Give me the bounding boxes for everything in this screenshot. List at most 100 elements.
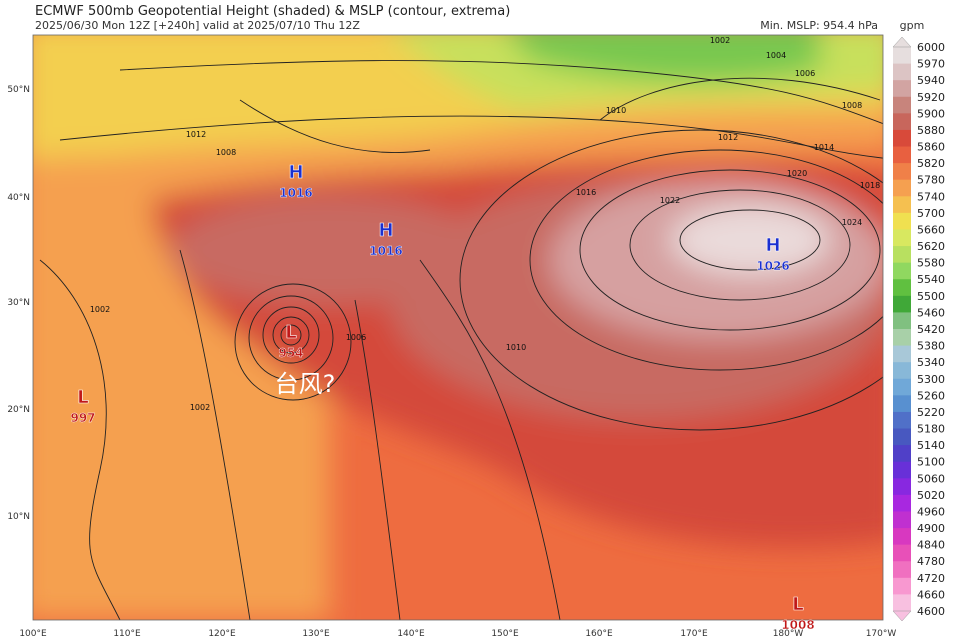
colorbar-segment [893,279,911,297]
colorbar-segment [893,577,911,595]
lon-label: 100°E [19,629,47,639]
lon-label: 180°W [773,629,804,639]
pressure-center-symbol: H [288,162,303,183]
title: ECMWF 500mb Geopotential Height (shaded)… [35,4,510,19]
pressure-center-value: 1026 [756,259,789,273]
colorbar-segment [893,96,911,114]
colorbar-label: 4900 [917,522,945,535]
colorbar-label: 6000 [917,41,945,54]
colorbar-label: 4600 [917,605,945,618]
colorbar-label: 5700 [917,207,945,220]
colorbar-label: 5580 [917,257,945,270]
contour-label: 1006 [346,333,366,342]
colorbar-label: 5060 [917,472,945,485]
contour-label: 1010 [506,343,526,352]
colorbar-label: 5660 [917,223,945,236]
colorbar-segment [893,411,911,430]
colorbar-segment [893,47,911,65]
lon-label: 130°E [302,629,330,639]
contour-label: 1018 [860,181,880,190]
lat-label: 40°N [7,193,30,203]
colorbar-segment [893,461,911,479]
contour-label: 1022 [660,196,680,205]
contour-label: 1006 [795,69,815,78]
colorbar-label: 4660 [917,588,945,601]
colorbar-segment [893,494,911,512]
colorbar-label: 5970 [917,58,945,71]
pressure-center-value: 1008 [781,618,814,632]
colorbar-label: 5460 [917,306,945,319]
colorbar-label: 5420 [917,323,945,336]
pressure-center-symbol: H [765,235,780,256]
pressure-center-symbol: L [792,594,803,615]
colorbar-label: 5740 [917,190,945,203]
colorbar-segment [893,63,911,81]
lat-label: 50°N [7,85,30,95]
colorbar-label: 5300 [917,373,945,386]
pressure-center-value: 1016 [279,186,312,200]
colorbar-segment [893,445,911,463]
pressure-center-symbol: L [77,387,88,408]
contour-label: 1004 [766,51,786,60]
colorbar-segment [893,262,911,280]
colorbar-label: 5940 [917,74,945,87]
colorbar-segment [893,246,911,264]
colorbar-label: 4780 [917,555,945,568]
colorbar-label: 5820 [917,157,945,170]
colorbar-cap [892,36,912,48]
colorbar-label: 5860 [917,141,945,154]
contour-label: 1012 [186,130,206,139]
contour-label: 1016 [576,188,596,197]
colorbar-label: 5140 [917,439,945,452]
colorbar-label: 5880 [917,124,945,137]
colorbar-segment [893,362,911,380]
colorbar-segment [893,146,911,164]
pressure-center-value: 954 [278,346,303,360]
subtitle: 2025/06/30 Mon 12Z [+240h] valid at 2025… [35,19,360,32]
colorbar-label: 5920 [917,91,945,104]
lat-label: 20°N [7,405,30,415]
colorbar-label: 5780 [917,174,945,187]
colorbar-label: 5620 [917,240,945,253]
contour-label: 1008 [842,101,862,110]
colorbar-label: 4720 [917,572,945,585]
colorbar-segment [893,544,911,562]
lon-label: 120°E [208,629,236,639]
lat-label: 30°N [7,298,30,308]
colorbar-label: 5180 [917,423,945,436]
colorbar-segment [893,345,911,363]
colorbar-segment [893,295,911,313]
contour-label: 1012 [718,133,738,142]
colorbar-label: 5260 [917,389,945,402]
contour-label: 1002 [190,403,210,412]
colorbar-segment [893,511,911,529]
colorbar-segment [893,229,911,247]
lon-label: 150°E [491,629,519,639]
contour-label: 1014 [814,143,834,152]
pressure-center-value: 997 [70,411,95,425]
colorbar-label: 5100 [917,456,945,469]
colorbar-segment [893,378,911,396]
colorbar-segment [893,113,911,131]
colorbar-label: 5540 [917,273,945,286]
lon-label: 170°E [680,629,708,639]
colorbar-label: 5220 [917,406,945,419]
colorbar-segment [893,528,911,546]
colorbar-label: 4840 [917,539,945,552]
colorbar-segment [893,478,911,496]
colorbar-segment [893,129,911,148]
contour-label: 1024 [842,218,862,227]
lon-label: 140°E [397,629,425,639]
min-mslp: Min. MSLP: 954.4 hPa [760,19,878,32]
contour-label: 1008 [216,148,236,157]
colorbar-segment [893,196,911,214]
colorbar-segment [893,395,911,413]
colorbar-label: 5020 [917,489,945,502]
colorbar-unit: gpm [900,19,925,32]
map-frame [32,34,884,621]
contour-label: 1002 [710,36,730,45]
annotation: 台风? [275,370,336,398]
colorbar-label: 5500 [917,290,945,303]
